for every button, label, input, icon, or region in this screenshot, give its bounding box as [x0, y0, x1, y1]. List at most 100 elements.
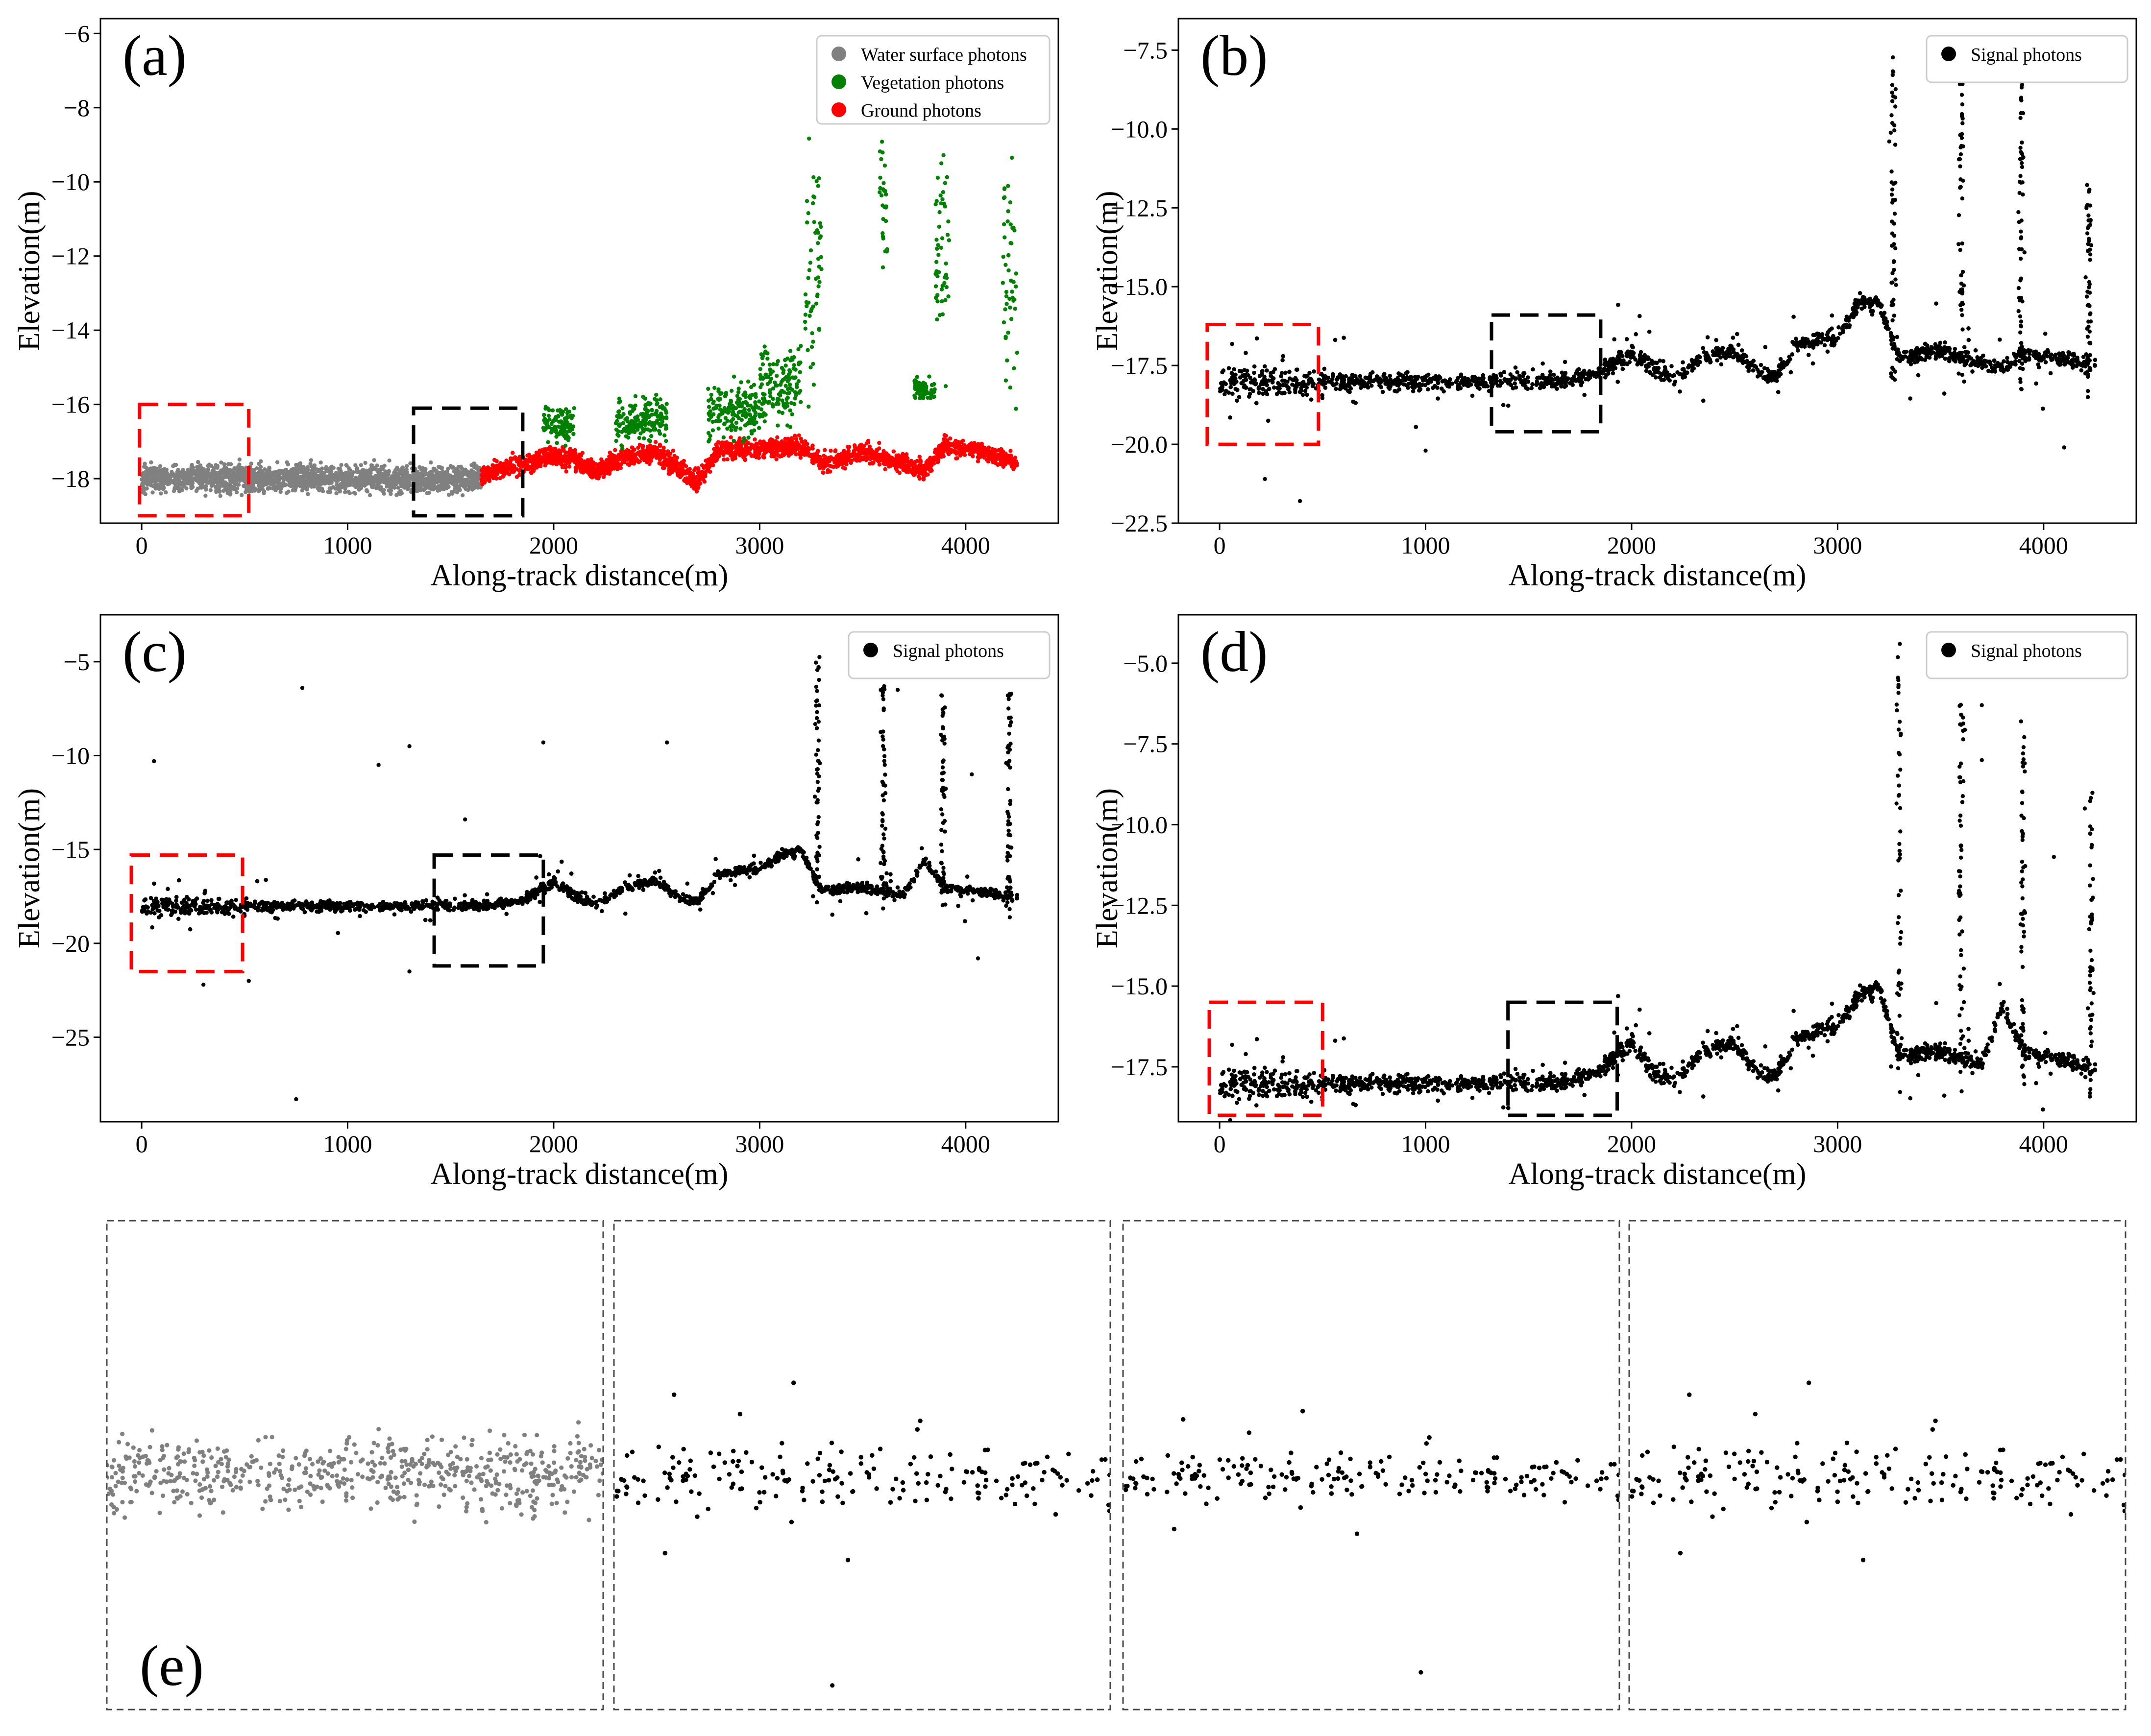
- photon-point: [567, 459, 572, 463]
- photon-point: [460, 493, 465, 498]
- photon-point: [982, 446, 987, 450]
- photon-point: [654, 398, 659, 403]
- photon-point: [326, 490, 330, 494]
- photon-point: [356, 483, 360, 488]
- photon-point: [742, 436, 747, 441]
- photon-point: [877, 457, 881, 461]
- photon-point: [286, 478, 291, 483]
- photon-point: [789, 401, 794, 406]
- photon-point: [660, 466, 665, 470]
- photon-point: [630, 445, 635, 450]
- photon-point: [775, 435, 780, 439]
- photon-point: [777, 445, 781, 449]
- photon-point: [626, 435, 631, 440]
- photon-point: [454, 483, 458, 488]
- photon-point: [648, 439, 652, 443]
- photon-point: [636, 445, 640, 450]
- photon-point: [731, 410, 735, 414]
- photon-point: [222, 475, 226, 480]
- photon-point: [917, 455, 922, 459]
- photon-point: [976, 459, 980, 463]
- photon-point: [343, 479, 348, 483]
- photon-point: [434, 470, 439, 475]
- photon-point: [918, 463, 923, 468]
- photon-point: [346, 489, 351, 494]
- photon-point: [799, 436, 804, 441]
- photon-point: [487, 476, 491, 481]
- photon-point: [972, 441, 977, 445]
- photon-point: [430, 484, 435, 488]
- photon-point: [961, 438, 965, 443]
- photon-point: [541, 452, 546, 456]
- photon-point: [1010, 457, 1015, 461]
- photon-point: [437, 464, 441, 469]
- photon-point: [258, 484, 263, 489]
- photon-point: [746, 451, 751, 456]
- photon-point: [803, 313, 808, 317]
- photon-point: [215, 465, 220, 470]
- photon-point: [667, 472, 672, 476]
- photon-point: [338, 468, 342, 473]
- photon-point: [562, 416, 567, 421]
- photon-point: [191, 468, 196, 473]
- photon-point: [753, 400, 758, 405]
- photon-point: [805, 304, 809, 309]
- photon-point: [224, 487, 229, 492]
- photon-point: [655, 448, 660, 453]
- photon-point: [742, 407, 747, 411]
- photon-point: [353, 463, 358, 467]
- photon-point: [539, 459, 544, 464]
- photon-point: [787, 439, 792, 444]
- photon-point: [743, 423, 748, 428]
- photon-point: [661, 450, 665, 455]
- photon-point: [212, 466, 216, 471]
- photon-point: [689, 482, 693, 486]
- photon-point: [712, 406, 717, 410]
- photon-point: [957, 443, 962, 448]
- photon-point: [660, 414, 664, 418]
- photon-point: [928, 457, 932, 461]
- photon-point: [805, 220, 809, 225]
- photon-point: [658, 432, 662, 436]
- photon-point: [763, 351, 767, 355]
- photon-point: [782, 453, 786, 457]
- photon-point: [760, 356, 765, 361]
- photon-point: [239, 470, 243, 474]
- photon-point: [671, 448, 676, 453]
- photon-point: [664, 439, 668, 443]
- photon-point: [334, 479, 339, 483]
- photon-point: [563, 443, 568, 448]
- photon-point: [165, 475, 169, 480]
- photon-point: [333, 486, 338, 491]
- photon-point: [159, 469, 164, 474]
- photon-point: [293, 486, 298, 490]
- photon-point: [829, 448, 833, 453]
- photon-point: [309, 458, 313, 462]
- photon-point: [155, 484, 159, 489]
- photon-point: [728, 424, 733, 429]
- photon-point: [759, 407, 764, 411]
- photon-point: [542, 412, 546, 417]
- photon-point: [508, 462, 513, 466]
- photon-point: [184, 486, 189, 491]
- photon-point: [560, 421, 564, 426]
- photon-point: [633, 454, 637, 459]
- photon-point: [811, 339, 815, 344]
- photon-point: [268, 482, 272, 486]
- photon-point: [641, 453, 646, 458]
- photon-point: [790, 444, 795, 448]
- photon-point: [623, 417, 628, 422]
- photon-point: [177, 482, 182, 486]
- photon-point: [780, 398, 784, 403]
- photon-point: [492, 471, 497, 475]
- photon-point: [816, 449, 820, 453]
- photon-point: [425, 491, 429, 496]
- photon-point: [804, 300, 809, 305]
- photon-point: [718, 407, 723, 412]
- photon-point: [1008, 449, 1013, 453]
- photon-point: [816, 275, 820, 280]
- photon-point: [821, 466, 826, 470]
- photon-point: [653, 440, 658, 444]
- photon-point: [672, 454, 677, 458]
- photon-point: [771, 454, 776, 458]
